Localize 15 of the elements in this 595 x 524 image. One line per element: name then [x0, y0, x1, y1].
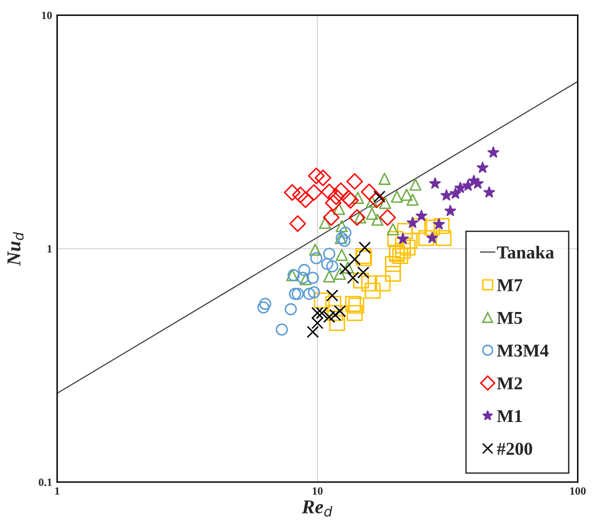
y-tick-label: 1 [48, 245, 52, 252]
legend-label: Tanaka [496, 246, 554, 259]
legend-label: M5 [497, 312, 522, 324]
x-tick-label: 10 [312, 487, 323, 495]
legend-label: M2 [497, 377, 522, 390]
y-axis-title: Nu$_{d}$ [8, 232, 24, 266]
x-tick-label: 1 [55, 487, 60, 495]
y-tick-label: 0.1 [38, 478, 52, 486]
legend-label: M1 [497, 410, 522, 422]
x-axis-title: Re$_{d}$ [302, 500, 332, 517]
y-tick-label: 10 [42, 12, 52, 20]
legend-label: #200 [496, 442, 532, 455]
legend-label: M3M4 [497, 344, 549, 357]
x-tick-label: 100 [570, 487, 586, 495]
legend-label: M7 [497, 279, 522, 292]
